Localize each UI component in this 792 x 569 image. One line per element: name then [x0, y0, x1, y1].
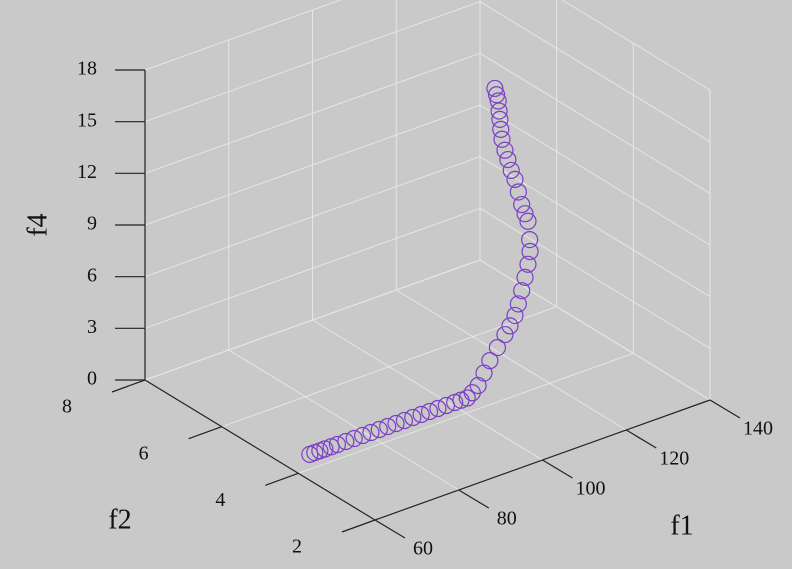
y-tick: [265, 472, 299, 486]
point: [493, 130, 511, 148]
point: [513, 282, 531, 300]
point: [337, 432, 355, 451]
point: [501, 317, 519, 335]
grid-line: [144, 0, 342, 71]
point: [353, 426, 372, 445]
z-axis-title: f4: [22, 213, 53, 236]
grid-line: [561, 0, 711, 91]
point: [513, 195, 531, 214]
grid-line: [144, 104, 481, 226]
grid-line: [144, 52, 481, 174]
point: [404, 408, 422, 427]
y-tick: [111, 379, 146, 393]
point: [486, 79, 504, 98]
x-tick-label: 60: [413, 538, 433, 560]
x-tick: [625, 429, 657, 449]
x-axis-title: f1: [670, 510, 693, 541]
grid-line: [144, 1, 481, 123]
point: [489, 92, 507, 110]
point: [496, 141, 514, 159]
point: [519, 255, 537, 273]
point: [379, 417, 397, 436]
point: [362, 423, 380, 442]
z-tick-label: 18: [77, 58, 97, 80]
point: [492, 120, 510, 138]
grid-line: [144, 207, 481, 329]
grid-line: [144, 259, 481, 381]
point: [420, 402, 439, 421]
point: [491, 110, 509, 128]
point: [490, 102, 508, 120]
point: [412, 405, 430, 424]
z-tick-label: 6: [87, 264, 97, 286]
point: [345, 429, 363, 448]
point: [370, 420, 388, 439]
y-tick: [188, 426, 222, 440]
point: [488, 338, 506, 357]
z-tick-label: 9: [87, 213, 97, 235]
y-axis: [144, 379, 376, 521]
y-tick-label: 4: [215, 489, 225, 511]
point: [516, 205, 534, 223]
grid-line: [312, 319, 543, 461]
y-tick-label: 2: [292, 536, 302, 558]
x-tick: [709, 399, 741, 419]
point: [387, 414, 405, 433]
point: [458, 389, 476, 407]
y-tick-label: 6: [139, 442, 149, 464]
point: [506, 170, 524, 188]
x-tick: [542, 459, 573, 479]
z-tick-label: 0: [87, 368, 97, 390]
grid-line: [221, 306, 557, 428]
x-tick: [374, 519, 406, 539]
point: [506, 306, 524, 325]
point: [519, 212, 537, 230]
point: [395, 411, 414, 430]
point: [502, 161, 520, 180]
x-tick-label: 120: [659, 448, 689, 470]
grid-line: [395, 289, 627, 431]
point: [521, 230, 539, 249]
point: [521, 242, 539, 261]
point: [499, 150, 517, 169]
point: [475, 364, 493, 382]
point: [328, 435, 347, 454]
point: [469, 376, 487, 395]
grid-line: [144, 156, 481, 278]
y-tick: [341, 519, 376, 533]
y-axis-title: f2: [108, 504, 131, 535]
point: [509, 183, 527, 201]
grid-line: [479, 104, 711, 246]
z-tick-label: 3: [87, 316, 97, 338]
grid-line: [479, 207, 711, 349]
grid-line: [228, 349, 460, 491]
point: [487, 86, 506, 104]
grid-line: [298, 352, 634, 474]
x-tick-label: 140: [743, 418, 773, 440]
grid-line: [479, 52, 711, 194]
x-tick: [458, 489, 490, 509]
x-tick-label: 100: [576, 478, 606, 500]
point: [429, 399, 447, 418]
grid-line: [479, 1, 711, 143]
point: [509, 295, 527, 313]
y-tick-label: 8: [62, 396, 72, 418]
x-tick-label: 80: [497, 508, 517, 530]
point: [496, 325, 514, 344]
grid-line: [479, 156, 711, 298]
z-tick-label: 15: [77, 109, 97, 131]
z-tick-label: 12: [77, 161, 97, 183]
point: [516, 268, 534, 287]
point: [481, 352, 499, 370]
